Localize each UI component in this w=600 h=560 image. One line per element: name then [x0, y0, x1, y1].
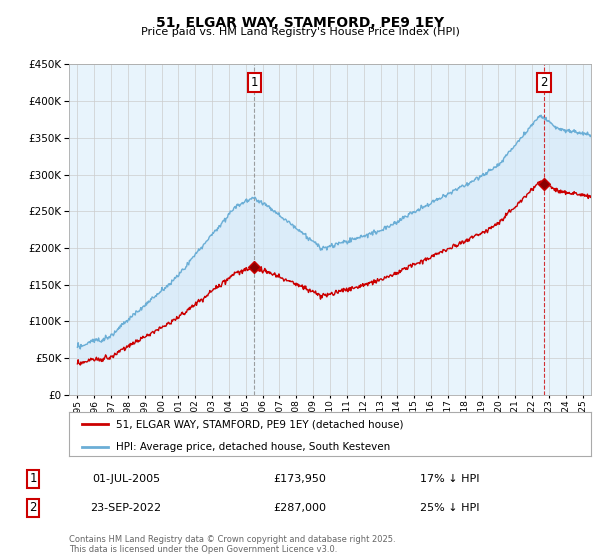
- Text: 2: 2: [541, 76, 548, 89]
- Text: Price paid vs. HM Land Registry's House Price Index (HPI): Price paid vs. HM Land Registry's House …: [140, 27, 460, 37]
- Text: 51, ELGAR WAY, STAMFORD, PE9 1EY (detached house): 51, ELGAR WAY, STAMFORD, PE9 1EY (detach…: [116, 419, 403, 429]
- Text: 2: 2: [29, 501, 37, 515]
- Text: £287,000: £287,000: [274, 503, 326, 513]
- Text: 25% ↓ HPI: 25% ↓ HPI: [420, 503, 480, 513]
- Text: 23-SEP-2022: 23-SEP-2022: [91, 503, 161, 513]
- Text: 51, ELGAR WAY, STAMFORD, PE9 1EY: 51, ELGAR WAY, STAMFORD, PE9 1EY: [156, 16, 444, 30]
- Text: 17% ↓ HPI: 17% ↓ HPI: [420, 474, 480, 484]
- Text: 1: 1: [250, 76, 258, 89]
- Text: 01-JUL-2005: 01-JUL-2005: [92, 474, 160, 484]
- Text: Contains HM Land Registry data © Crown copyright and database right 2025.
This d: Contains HM Land Registry data © Crown c…: [69, 535, 395, 554]
- Text: HPI: Average price, detached house, South Kesteven: HPI: Average price, detached house, Sout…: [116, 441, 390, 451]
- Text: 1: 1: [29, 472, 37, 486]
- Text: £173,950: £173,950: [274, 474, 326, 484]
